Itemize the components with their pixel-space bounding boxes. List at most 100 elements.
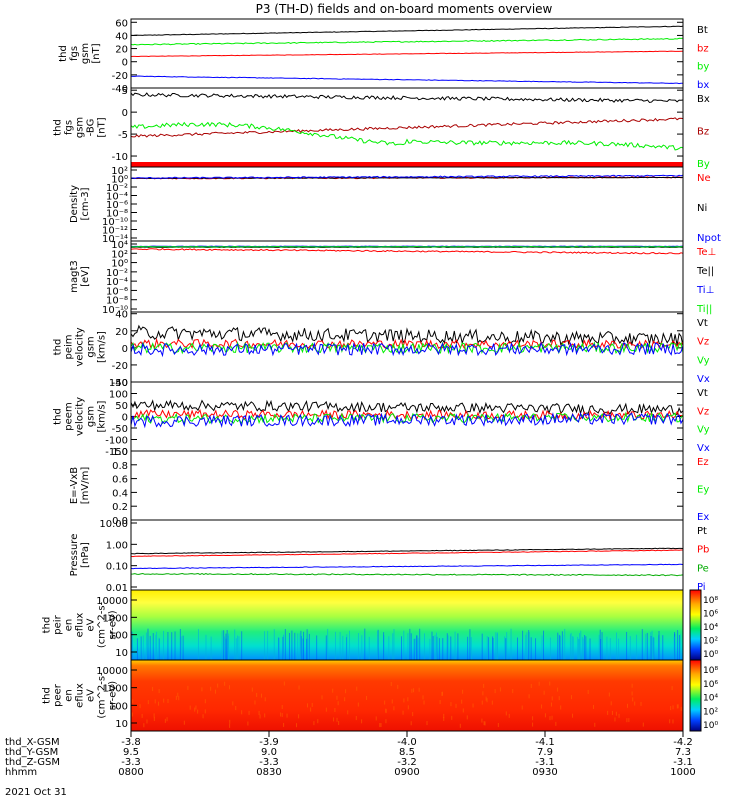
series-line-5-3 bbox=[130, 340, 684, 355]
x-tick-label: 0830 bbox=[256, 767, 281, 778]
y-tick-label: 0 bbox=[122, 58, 128, 69]
panel-frame bbox=[130, 450, 684, 521]
y-tick-label: 10⁰ bbox=[111, 175, 128, 186]
x-tick-label: 9.5 bbox=[123, 747, 139, 758]
panel-8: 10.00 1.00 0.10 0.01 Pt Pb Pe Pi Pressure [nPa] bbox=[69, 519, 709, 594]
panel-7: 1.0 0.8 0.6 0.4 0.2 0.0 Ez Ey Ex E=-VxB [mV/m] bbox=[69, 447, 709, 527]
x-axis-row-label: thd_X-GSM bbox=[5, 737, 60, 748]
y-tick-label: 40 bbox=[115, 310, 128, 321]
series-line-2-3 bbox=[130, 121, 684, 151]
y-axis-label: thd fgs gsm -BG [nT] bbox=[53, 117, 108, 138]
spectrogram bbox=[131, 590, 683, 660]
x-tick-label: -3.3 bbox=[259, 757, 279, 768]
y-tick-label: 10000 bbox=[96, 666, 128, 677]
y-axis-label-line: eV bbox=[86, 618, 97, 631]
x-tick-label: -3.9 bbox=[259, 737, 279, 748]
panel-2: 5 0 -5 -10 Bx Bz By thd fgs gsm -BG [nT] bbox=[53, 86, 710, 170]
y-axis-label-line: eV bbox=[86, 689, 97, 702]
y-tick-label: 0.4 bbox=[112, 488, 128, 499]
y-tick-label: 10.00 bbox=[99, 519, 128, 530]
panel-10: 10000 1000 100 10 10⁸ 10⁶ 10⁴ 10² 10⁰ thd peer en ef… bbox=[42, 659, 718, 732]
series-line-4-1 bbox=[130, 248, 684, 255]
x-tick-label: 1000 bbox=[670, 767, 695, 778]
y-axis-label-line: (cm^2-s- bbox=[97, 601, 108, 648]
y-axis-label: magt3 [eV] bbox=[69, 260, 91, 293]
y-tick-label: 10⁰ bbox=[111, 259, 128, 270]
y-axis-label-line: [km/s] bbox=[97, 400, 108, 432]
y-axis-label-line: fgs bbox=[64, 120, 75, 135]
panel-5: 40 20 0 -20 -40 Vt Vz Vy Vx thd peim velocity gsm [km… bbox=[53, 310, 710, 389]
legend-entry: Bz bbox=[697, 127, 709, 138]
y-tick-label: 1000 bbox=[103, 684, 128, 695]
legend-entry: Ey bbox=[697, 485, 709, 496]
x-tick-label: 0800 bbox=[118, 767, 143, 778]
y-axis-label: E=-VxB [mV/m] bbox=[69, 467, 91, 505]
y-axis-label-line: sr-eV) bbox=[108, 610, 119, 639]
y-tick-label: 10⁻¹² bbox=[102, 226, 128, 237]
y-tick-label: 10⁻⁶ bbox=[106, 200, 128, 211]
legend-entry: Ez bbox=[697, 457, 709, 468]
y-tick-label: 0.2 bbox=[112, 502, 128, 513]
series-line-5-2 bbox=[130, 337, 684, 350]
legend-entry: Ex bbox=[697, 512, 709, 523]
colorbar-tick-label: 10⁸ bbox=[703, 596, 718, 606]
x-axis-labels: thd_X-GSM -3.8 -3.9 -4.0 -4.1 -4.2 thd_Y-GSM 9.… bbox=[5, 731, 696, 798]
panel-1: 60 40 20 0 -20 -40 Bt bz by bx thd fgs gsm [nT] bbox=[58, 18, 709, 95]
y-axis-label-line: Pressure bbox=[69, 534, 80, 577]
y-tick-label: 1000 bbox=[103, 613, 128, 624]
y-tick-label: 60 bbox=[115, 18, 128, 29]
y-tick-label: 10⁻⁸ bbox=[106, 209, 128, 220]
series-line-1-2 bbox=[130, 50, 683, 58]
legend-entry: Ti⊥ bbox=[696, 285, 714, 296]
y-tick-label: 0.6 bbox=[112, 475, 128, 486]
x-tick-label: 7.9 bbox=[537, 747, 553, 758]
y-tick-label: 5 bbox=[122, 86, 128, 97]
legend-entry: Vz bbox=[697, 337, 709, 348]
x-tick-label: 0930 bbox=[532, 767, 557, 778]
y-tick-label: 10⁻⁴ bbox=[106, 192, 128, 203]
y-axis-label-line: thd bbox=[53, 119, 64, 136]
legend-entry: Pb bbox=[697, 545, 709, 556]
y-tick-label: 10⁻⁸ bbox=[106, 296, 128, 307]
x-axis-row-label: thd_Y-GSM bbox=[5, 747, 58, 758]
y-tick-label: 100 bbox=[109, 390, 128, 401]
legend-entry: bz bbox=[697, 43, 709, 54]
y-axis-label-line: [km/s] bbox=[97, 331, 108, 363]
colorbar-tick-label: 10⁴ bbox=[703, 623, 718, 633]
x-tick-label: 7.3 bbox=[675, 747, 691, 758]
series-line-6-4 bbox=[130, 412, 684, 429]
legend-entry: Bt bbox=[697, 25, 708, 36]
y-axis-label-line: thd bbox=[53, 339, 64, 356]
x-tick-label: -3.2 bbox=[397, 757, 417, 768]
legend-entry: Te|| bbox=[696, 266, 714, 277]
y-axis-label-line: fgs bbox=[69, 46, 80, 61]
y-tick-label: 10 bbox=[115, 719, 128, 730]
y-axis-label-line: eflux bbox=[75, 683, 86, 708]
y-axis-label-line: -BG bbox=[86, 119, 97, 137]
y-axis-label-line: eflux bbox=[75, 613, 86, 638]
x-tick-label: 0900 bbox=[394, 767, 419, 778]
y-tick-label: 0 bbox=[122, 108, 128, 119]
legend-entry: Ne bbox=[697, 173, 711, 184]
x-axis-row-label: hhmm bbox=[5, 767, 37, 778]
series-line-2-2 bbox=[130, 117, 684, 138]
legend-entry: Pi bbox=[697, 582, 706, 593]
x-axis-row-label: thd_Z-GSM bbox=[5, 757, 60, 768]
x-tick-label: -3.3 bbox=[121, 757, 141, 768]
y-axis-label: thd peim velocity gsm [km/s] bbox=[53, 327, 108, 366]
y-axis-label-line: peir bbox=[53, 614, 64, 634]
y-axis-label-line: [cm-3] bbox=[80, 187, 91, 220]
y-tick-label: 1.0 bbox=[112, 447, 128, 458]
y-axis-label-line: gsm bbox=[75, 117, 86, 138]
y-tick-label: 10⁻² bbox=[106, 268, 128, 279]
y-tick-label: 10⁻¹⁰ bbox=[102, 217, 128, 228]
legend-entry: Bx bbox=[697, 94, 710, 105]
colorbar-tick-label: 10⁸ bbox=[703, 666, 718, 676]
y-tick-label: 10⁴ bbox=[111, 240, 128, 251]
y-tick-label: 0 bbox=[122, 344, 128, 355]
spectrogram bbox=[131, 660, 683, 731]
legend-entry: Pe bbox=[697, 563, 709, 574]
y-axis-label-line: gsm bbox=[80, 43, 91, 64]
